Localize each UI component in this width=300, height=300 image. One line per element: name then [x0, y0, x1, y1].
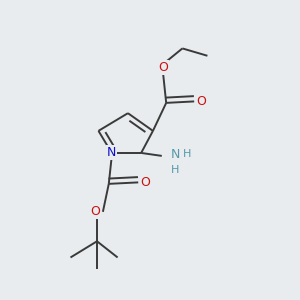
Text: N: N — [107, 146, 116, 159]
Text: O: O — [91, 205, 100, 218]
Text: O: O — [141, 176, 151, 189]
Text: N: N — [170, 148, 180, 161]
Text: H: H — [183, 149, 192, 159]
Text: O: O — [196, 95, 206, 108]
Text: H: H — [171, 165, 179, 175]
Text: O: O — [158, 61, 168, 74]
